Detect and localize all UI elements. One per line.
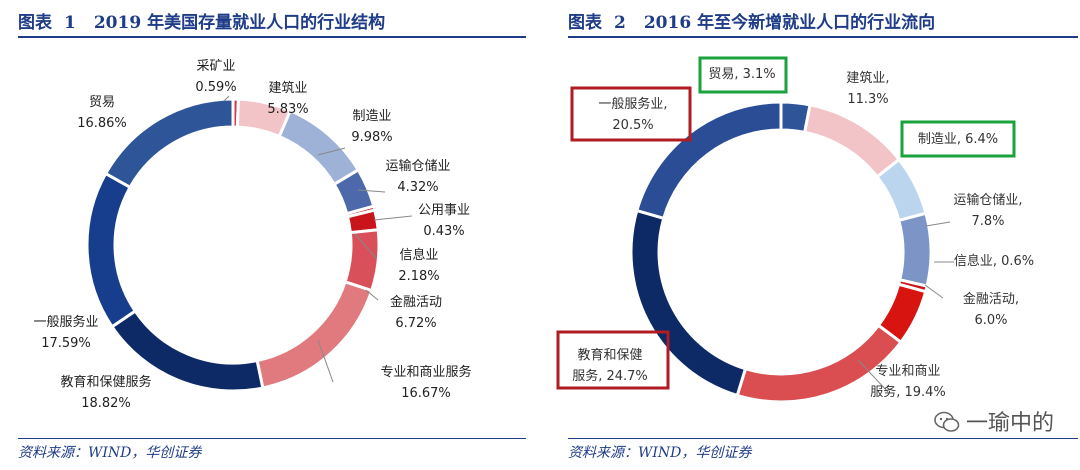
slice-label: 信息业 2.18% — [398, 247, 439, 284]
leader-line — [924, 284, 944, 299]
donut-chart-2: 贸易, 3.1% 建筑业, 11.3% 制造业, 6.4% 运输仓储业, 7.8% 信息业,… — [556, 56, 1034, 404]
slice-label: 一般服务业 17.59% — [33, 314, 98, 351]
leader-line — [857, 359, 889, 393]
source-rule — [18, 438, 526, 439]
watermark-text: 一瑜中的 — [965, 411, 1054, 436]
slice-label: 信息业, 0.6% — [954, 253, 1034, 269]
figure-title-2: 图表 2 2016 年至今新增就业人口的行业流向 — [568, 8, 935, 33]
slice-8 — [629, 208, 748, 398]
watermark: 一瑜中的 — [934, 405, 1054, 437]
slice-label: 专业和商业服务 16.67% — [380, 364, 471, 401]
slice-label: 建筑业 5.83% — [267, 80, 308, 117]
slice-label: 教育和保健服务, 24.7% — [572, 347, 648, 384]
slice-4 — [897, 211, 933, 288]
figure-title-number: 2 — [614, 13, 626, 33]
donut-chart-1: 采矿业 0.59% 建筑业 5.83% 制造业 9.98% 运输仓储业 4.32% 公用事业 0.… — [33, 59, 471, 411]
source-note-1: 资料来源：WIND，华创证券 — [18, 445, 202, 461]
slice-label: 制造业, 6.4% — [918, 132, 998, 147]
slice-label: 金融活动 6.72% — [390, 294, 442, 331]
chart-panel-2: 图表 2 2016 年至今新增就业人口的行业流向 贸易, 3.1% 建筑业, 11.3%… — [550, 0, 1080, 470]
leader-line — [373, 215, 413, 221]
highlight-box — [900, 120, 1016, 158]
leader-line — [925, 221, 951, 227]
slice-10 — [85, 171, 138, 329]
figure-title-text: 2016 年至今新增就业人口的行业流向 — [643, 13, 936, 33]
leader-line — [357, 189, 386, 193]
leader-line — [354, 233, 377, 259]
donut-slices — [85, 97, 381, 393]
leader-line — [317, 147, 346, 156]
slice-label: 制造业 9.98% — [351, 109, 392, 145]
highlight-box — [570, 86, 692, 142]
figure-title-number: 1 — [64, 13, 76, 33]
slice-3 — [277, 108, 361, 187]
slice-label: 采矿业 0.59% — [195, 59, 236, 95]
slice-label: 建筑业, 11.3% — [846, 70, 889, 107]
slice-labels: 贸易, 3.1% 建筑业, 11.3% 制造业, 6.4% 运输仓储业, 7.8% 信息业,… — [556, 56, 1034, 400]
slice-9 — [634, 100, 783, 221]
slice-label: 运输仓储业 4.32% — [385, 158, 450, 195]
highlight-box — [556, 330, 670, 390]
figure-title-text: 2019 年美国存量就业人口的行业结构 — [93, 13, 386, 33]
title-rule — [18, 36, 526, 38]
slice-label: 贸易, 3.1% — [708, 67, 775, 82]
slice-label: 运输仓储业, 7.8% — [953, 192, 1022, 229]
slice-label: 贸易 16.86% — [77, 95, 127, 131]
slice-labels: 采矿业 0.59% 建筑业 5.83% 制造业 9.98% 运输仓储业 4.32% 公用事业 0.… — [33, 59, 471, 411]
figure-title-prefix: 图表 — [568, 13, 602, 33]
leader-line — [365, 289, 379, 301]
title-rule — [568, 36, 1078, 38]
slice-11 — [103, 97, 235, 190]
slice-7 — [343, 228, 381, 293]
slice-label: 一般服务业, 20.5% — [598, 96, 667, 133]
source-rule — [568, 438, 1078, 439]
slice-label: 金融活动, 6.0% — [963, 291, 1019, 328]
wechat-icon — [934, 411, 960, 432]
slice-label: 公用事业 0.43% — [418, 203, 470, 239]
figure-title-prefix: 图表 — [18, 13, 52, 33]
figure-title-1: 图表 1 2019 年美国存量就业人口的行业结构 — [18, 8, 385, 33]
slice-label: 教育和保健服务 18.82% — [60, 374, 151, 411]
slice-label: 专业和商业服务, 19.4% — [870, 364, 946, 400]
source-note-2: 资料来源：WIND，华创证券 — [568, 445, 752, 461]
slice-2 — [802, 103, 902, 179]
donut-slices — [629, 100, 933, 404]
slice-8 — [255, 279, 374, 390]
leader-line — [223, 95, 230, 102]
highlight-box — [698, 56, 788, 94]
leader-line — [317, 339, 334, 383]
chart-panel-1: 图表 1 2019 年美国存量就业人口的行业结构 采矿业 0.59% 建筑业 5.83% 制… — [0, 0, 528, 470]
